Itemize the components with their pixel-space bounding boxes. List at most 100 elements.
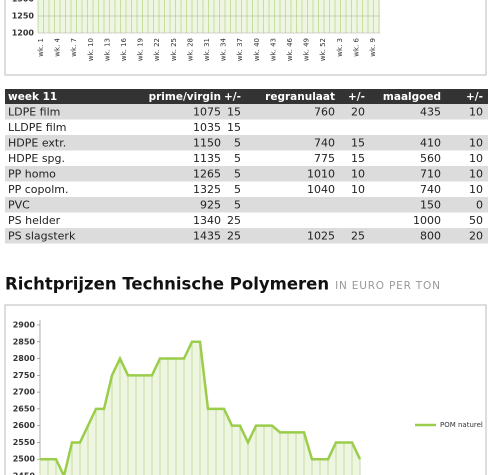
table-cell: 1265 [193,168,221,181]
x-tick-label: wk. 6 [352,37,360,56]
table-cell: 10 [469,137,483,150]
table-cell: 1150 [193,137,221,150]
table-cell: 25 [227,214,241,227]
y-tick-label: 1300 [12,0,35,4]
y-tick-label: 2800 [13,354,36,363]
table-cell: 15 [227,121,241,134]
table-row-bg [5,135,488,151]
table-cell: 5 [234,168,241,181]
table-cell: LLDPE film [8,121,67,134]
table-cell: 1340 [193,214,221,227]
x-tick-label: wk. 28 [186,38,194,61]
table-cell: 10 [469,152,483,165]
x-tick-label: wk. 37 [236,38,244,61]
table-cell: PP homo [8,168,56,181]
table-cell: PP copolm. [8,183,69,196]
table-cell: 1075 [193,106,221,119]
table-cell: 410 [420,137,441,150]
table-cell: PS helder [8,214,61,227]
table-header-cell: maalgoed [383,91,441,103]
x-tick-label: wk. 13 [103,38,111,61]
table-cell: 15 [351,152,365,165]
x-tick-label: wk. 43 [269,38,277,61]
table-cell: 1010 [307,168,335,181]
table-cell: 740 [314,137,335,150]
legend-label: POM naturel [440,421,483,429]
x-tick-label: wk. 9 [369,38,377,57]
table-cell: 0 [476,199,483,212]
table-cell: 10 [469,183,483,196]
y-tick-label: 2450 [13,472,36,475]
table-cell: 1025 [307,230,335,243]
table-row-bg [5,197,488,213]
table-cell: 10 [351,168,365,181]
x-tick-label: wk. 52 [319,38,327,61]
table-cell: 710 [420,168,441,181]
table-header-bg [5,89,488,104]
table-cell: 20 [469,230,483,243]
table-cell: 20 [351,106,365,119]
table-header-cell: +/- [348,91,365,103]
table-header-cell: regranulaat [265,91,335,103]
x-tick-label: wk. 4 [54,37,62,56]
table-cell: 5 [234,183,241,196]
x-tick-label: wk. 7 [70,38,78,57]
table-cell: 560 [420,152,441,165]
table-cell: PVC [8,199,30,212]
table-header-cell: +/- [224,91,241,103]
table-cell: 10 [469,168,483,181]
table-cell: 1000 [413,214,441,227]
table-cell: 760 [314,106,335,119]
table-cell: 150 [420,199,441,212]
table-cell: 740 [420,183,441,196]
top-chart-frame [4,0,487,76]
table-header-cell: +/- [466,91,483,103]
series-line [40,340,362,475]
table-cell: 5 [234,199,241,212]
table-cell: LDPE film [8,106,60,119]
x-tick-label: wk. 3 [336,38,344,57]
x-tick-label: wk. 19 [137,38,145,61]
x-tick-label: wk. 46 [286,37,294,61]
table-cell: 15 [227,106,241,119]
table-row-bg [5,228,488,244]
table-cell: 15 [351,137,365,150]
table-row-bg [5,104,488,120]
y-tick-label: 2600 [13,421,36,430]
x-tick-label: wk. 40 [253,38,261,61]
bottom-chart-frame [4,304,487,475]
x-tick-label: wk. 22 [153,38,161,61]
x-tick-label: wk. 10 [87,38,95,61]
table-cell: 25 [351,230,365,243]
table-cell: 1035 [193,121,221,134]
table-cell: 1135 [193,152,221,165]
y-tick-label: 2850 [13,337,36,346]
table-cell: HDPE extr. [8,137,66,150]
table-cell: 775 [314,152,335,165]
y-tick-label: 2750 [13,371,36,380]
x-tick-label: wk. 16 [120,37,128,61]
y-tick-label: 1250 [12,12,35,21]
table-cell: 5 [234,152,241,165]
x-tick-label: wk. 1 [37,38,45,57]
x-tick-label: wk. 31 [203,38,211,61]
table-cell: HDPE spg. [8,152,65,165]
table-cell: 1040 [307,183,335,196]
table-header-cell: prime/virgin [149,91,221,103]
table-cell: 5 [234,137,241,150]
table-cell: 800 [420,230,441,243]
y-tick-label: 2650 [13,404,36,413]
table-header-cell: week 11 [8,91,57,103]
y-tick-label: 2550 [13,438,36,447]
x-tick-label: wk. 25 [170,38,178,61]
table-cell: 50 [469,214,483,227]
section-subtitle: IN EURO PER TON [335,280,441,292]
y-tick-label: 1200 [12,29,35,38]
x-tick-label: wk. 49 [303,38,311,61]
y-tick-label: 2700 [13,388,36,397]
section-title: Richtprijzen Technische Polymeren [5,275,329,294]
x-tick-label: wk. 34 [220,37,228,61]
table-cell: 435 [420,106,441,119]
